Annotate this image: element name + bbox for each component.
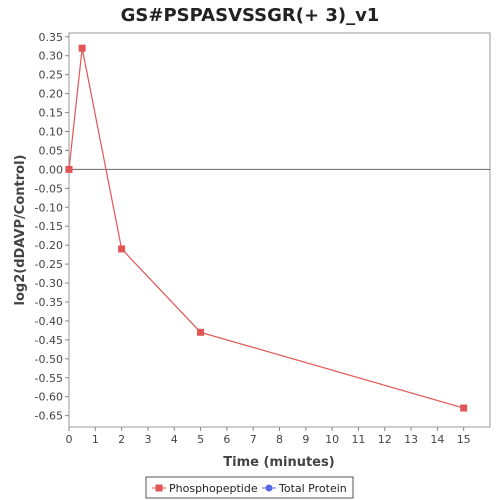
y-tick-label: -0.65 <box>35 410 63 423</box>
y-tick-label: -0.40 <box>35 315 63 328</box>
y-tick-label: -0.15 <box>35 220 63 233</box>
y-axis-label: log2(dDAVP/Control) <box>13 155 28 306</box>
legend-box <box>145 476 354 499</box>
series-layer <box>65 44 468 412</box>
y-tick-label: -0.60 <box>35 391 63 404</box>
x-axis-label: Time (minutes) <box>223 455 334 470</box>
legend-label: Total Protein <box>278 482 347 495</box>
plot-area <box>68 32 491 428</box>
x-tick-label: 14 <box>430 433 444 446</box>
y-tick-label: -0.45 <box>35 334 63 347</box>
x-tick-label: 4 <box>171 433 178 446</box>
data-point <box>65 165 73 173</box>
x-tick-label: 3 <box>144 433 151 446</box>
x-tick-label: 9 <box>302 433 309 446</box>
x-tick-label: 8 <box>276 433 283 446</box>
x-tick-label: 6 <box>223 433 230 446</box>
x-tick-label: 7 <box>250 433 257 446</box>
legend-marker <box>265 484 273 492</box>
y-tick-label: -0.25 <box>35 258 63 271</box>
x-axis: 0 1 2 3 4 5 6 7 8 9 10 11 12 13 14 15 <box>66 427 471 446</box>
y-tick-label: -0.55 <box>35 372 63 385</box>
x-tick-label: 5 <box>197 433 204 446</box>
x-tick-label: 15 <box>457 433 471 446</box>
y-tick-label: 0.15 <box>39 107 64 120</box>
x-tick-label: 10 <box>325 433 339 446</box>
y-tick-label: 0.00 <box>39 163 64 176</box>
x-tick-label: 1 <box>92 433 99 446</box>
y-tick-label: -0.20 <box>35 239 63 252</box>
data-point <box>118 245 126 253</box>
y-tick-label: 0.20 <box>39 88 64 101</box>
x-tick-label: 2 <box>118 433 125 446</box>
y-tick-label: 0.30 <box>39 50 64 63</box>
x-tick-label: 12 <box>378 433 392 446</box>
legend-marker <box>155 484 163 492</box>
x-tick-label: 11 <box>351 433 365 446</box>
y-axis: 0.35 0.30 0.25 0.20 0.15 0.10 0.05 0.00 -0.05 -0.… <box>35 31 69 423</box>
y-tick-label: 0.25 <box>39 69 64 82</box>
y-tick-label: -0.05 <box>35 182 63 195</box>
legend: Phosphopeptide Total Protein <box>145 476 354 499</box>
data-point <box>78 44 86 52</box>
data-point <box>460 404 468 412</box>
y-tick-label: 0.05 <box>39 144 64 157</box>
x-tick-label: 0 <box>66 433 73 446</box>
y-tick-label: -0.10 <box>35 201 63 214</box>
data-point <box>197 328 205 336</box>
legend-label: Phosphopeptide <box>169 482 258 495</box>
y-tick-label: -0.35 <box>35 296 63 309</box>
x-tick-label: 13 <box>404 433 418 446</box>
y-tick-label: -0.50 <box>35 353 63 366</box>
y-tick-label: -0.30 <box>35 277 63 290</box>
chart-title: GS#PSPASVSSGR(+ 3)_v1 <box>121 5 380 26</box>
y-tick-label: 0.35 <box>39 31 64 44</box>
y-tick-label: 0.10 <box>39 126 64 139</box>
